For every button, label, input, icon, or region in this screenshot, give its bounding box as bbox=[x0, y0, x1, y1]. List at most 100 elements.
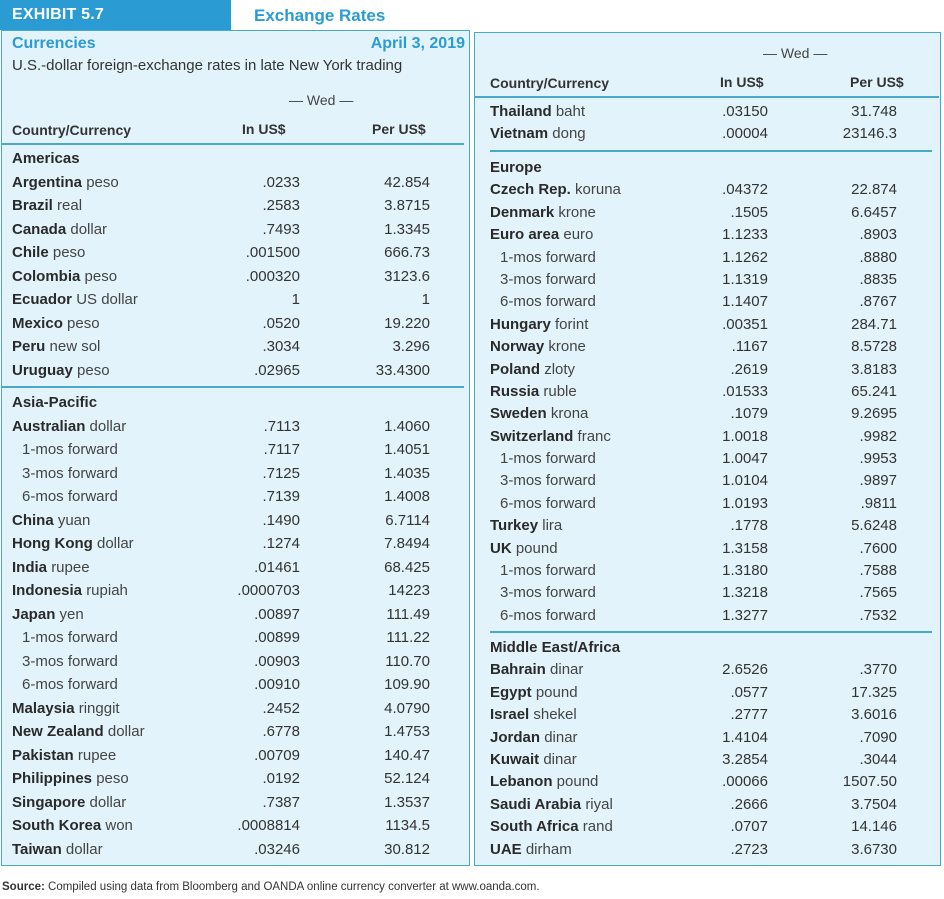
section-asia-pacific: Asia-Pacific Australian dollar .7113 1.4060… bbox=[12, 391, 462, 861]
in-usd-value: .0233 bbox=[262, 173, 300, 191]
in-usd-value: 1.0018 bbox=[722, 427, 768, 445]
per-usd-value: 111.22 bbox=[386, 629, 430, 646]
in-usd-value: .0008814 bbox=[237, 817, 300, 834]
per-usd-value: .9953 bbox=[859, 450, 897, 468]
table-row: Singapore dollar .7387 1.3537 bbox=[12, 791, 462, 815]
currency-unit: dirham bbox=[525, 840, 572, 858]
in-usd-value: .1079 bbox=[730, 405, 768, 423]
in-usd-value: .00351 bbox=[722, 315, 768, 333]
currency-name: 6-mos forward bbox=[490, 493, 596, 515]
source-label: Source: bbox=[2, 881, 45, 893]
country-name: Lebanon bbox=[490, 773, 553, 791]
currency-unit: 1-mos forward bbox=[500, 562, 596, 580]
in-usd-value: 1.1319 bbox=[722, 270, 768, 288]
table-row: 1-mos forward 1.1262 .8880 bbox=[490, 247, 930, 269]
per-usd-value: 9.2695 bbox=[851, 405, 897, 423]
table-row: 6-mos forward 1.1407 .8767 bbox=[490, 291, 930, 313]
in-usd-value: .7387 bbox=[262, 793, 300, 811]
table-row: Jordan dinar 1.4104 .7090 bbox=[490, 727, 930, 749]
per-usd-value: 3.8183 bbox=[851, 360, 897, 378]
currency-name: Mexico peso bbox=[12, 312, 100, 336]
table-row: Czech Rep. koruna .04372 22.874 bbox=[490, 179, 930, 201]
section-middle-east-africa: Middle East/Africa Bahrain dinar 2.6526 .37… bbox=[490, 637, 930, 861]
in-usd-value: 1.3180 bbox=[722, 562, 768, 580]
currency-unit: dinar bbox=[550, 661, 584, 679]
currency-name: Poland zloty bbox=[490, 359, 575, 381]
header-divider-right bbox=[475, 96, 939, 98]
in-usd-value: .00066 bbox=[722, 773, 768, 791]
in-usd-value: .00897 bbox=[254, 605, 300, 623]
currency-unit: koruna bbox=[575, 181, 621, 199]
country-name: Russia bbox=[490, 382, 540, 400]
in-usd-value: .01461 bbox=[254, 558, 300, 576]
table-row: Egypt pound .0577 17.325 bbox=[490, 682, 930, 704]
per-usd-value: 3123.6 bbox=[384, 267, 430, 285]
currency-name: Lebanon pound bbox=[490, 771, 598, 793]
per-usd-value: .7090 bbox=[859, 728, 897, 746]
currency-name: Chile peso bbox=[12, 241, 85, 265]
currency-unit: peso bbox=[96, 770, 129, 787]
per-usd-value: 1.4060 bbox=[384, 417, 430, 435]
per-usd-value: 109.90 bbox=[384, 676, 430, 693]
currency-name: New Zealand dollar bbox=[12, 720, 145, 744]
currency-unit: 1-mos forward bbox=[22, 629, 118, 646]
currency-unit: pound bbox=[515, 539, 558, 557]
currency-unit: 3-mos forward bbox=[500, 584, 596, 602]
in-usd-value: 1.0193 bbox=[722, 494, 768, 512]
table-row: Mexico peso .0520 19.220 bbox=[12, 312, 462, 336]
currency-name: UK pound bbox=[490, 538, 558, 560]
exhibit-banner: EXHIBIT 5.7 bbox=[0, 0, 231, 30]
table-row: 6-mos forward 1.3277 .7532 bbox=[490, 605, 930, 627]
currency-name: Australian dollar bbox=[12, 415, 126, 439]
currency-unit: peso bbox=[67, 314, 100, 332]
currency-unit: peso bbox=[84, 267, 118, 285]
in-usd-value: 1.3277 bbox=[722, 606, 768, 624]
table-row: Lebanon pound .00066 1507.50 bbox=[490, 771, 930, 793]
table-subtitle: U.S.-dollar foreign-exchange rates in la… bbox=[12, 57, 403, 74]
section-asia-pacific-continued: Thailand baht .03150 31.748 Vietnam dong .00… bbox=[490, 101, 930, 146]
per-usd-value: 3.6016 bbox=[851, 706, 897, 724]
per-usd-value: 23146.3 bbox=[842, 125, 897, 143]
table-row: Uruguay peso .02965 33.4300 bbox=[12, 359, 462, 383]
per-usd-value: 52.124 bbox=[384, 770, 430, 787]
col-header-in-usd: In US$ bbox=[242, 121, 286, 137]
wed-label: — Wed — bbox=[289, 92, 354, 108]
table-row: Brazil real .2583 3.8715 bbox=[12, 194, 462, 218]
currency-unit: baht bbox=[555, 103, 586, 120]
currency-unit: krone bbox=[548, 338, 586, 356]
table-row: 1-mos forward .00899 111.22 bbox=[12, 626, 462, 650]
table-row: Taiwan dollar .03246 30.812 bbox=[12, 838, 462, 862]
country-name: Hungary bbox=[490, 315, 551, 333]
currency-name: Turkey lira bbox=[490, 515, 562, 537]
currency-unit: 1-mos forward bbox=[500, 248, 596, 266]
table-row: Pakistan rupee .00709 140.47 bbox=[12, 744, 462, 768]
in-usd-value: .2452 bbox=[262, 699, 300, 717]
currency-name: Israel shekel bbox=[490, 704, 577, 726]
currency-name: 1-mos forward bbox=[12, 626, 118, 650]
per-usd-value: 6.6457 bbox=[851, 203, 897, 221]
currency-unit: 1-mos forward bbox=[500, 450, 596, 468]
per-usd-value: .7600 bbox=[859, 539, 897, 557]
in-usd-value: 1 bbox=[291, 291, 300, 308]
per-usd-value: 3.8715 bbox=[384, 197, 430, 214]
currency-name: UAE dirham bbox=[490, 839, 572, 861]
in-usd-value: .04372 bbox=[722, 181, 768, 199]
per-usd-value: 30.812 bbox=[384, 840, 430, 858]
country-name: Taiwan bbox=[12, 840, 62, 858]
in-usd-value: .000320 bbox=[245, 267, 300, 285]
in-usd-value: .1778 bbox=[730, 517, 768, 535]
country-name: China bbox=[12, 511, 54, 529]
table-row: UAE dirham .2723 3.6730 bbox=[490, 839, 930, 861]
country-name: Israel bbox=[490, 706, 530, 724]
currency-unit: 3-mos forward bbox=[22, 464, 118, 482]
per-usd-value: 3.6730 bbox=[851, 840, 897, 858]
per-usd-value: .9811 bbox=[860, 494, 897, 512]
per-usd-value: 68.425 bbox=[384, 558, 430, 576]
left-table-panel: Currencies April 3, 2019 U.S.-dollar for… bbox=[1, 30, 470, 866]
currency-unit: shekel bbox=[533, 706, 577, 724]
in-usd-value: 1.1407 bbox=[722, 293, 768, 311]
table-row: Turkey lira .1778 5.6248 bbox=[490, 515, 930, 537]
currency-name: China yuan bbox=[12, 509, 90, 533]
currency-unit: dollar bbox=[107, 723, 145, 740]
country-name: Saudi Arabia bbox=[490, 795, 582, 813]
